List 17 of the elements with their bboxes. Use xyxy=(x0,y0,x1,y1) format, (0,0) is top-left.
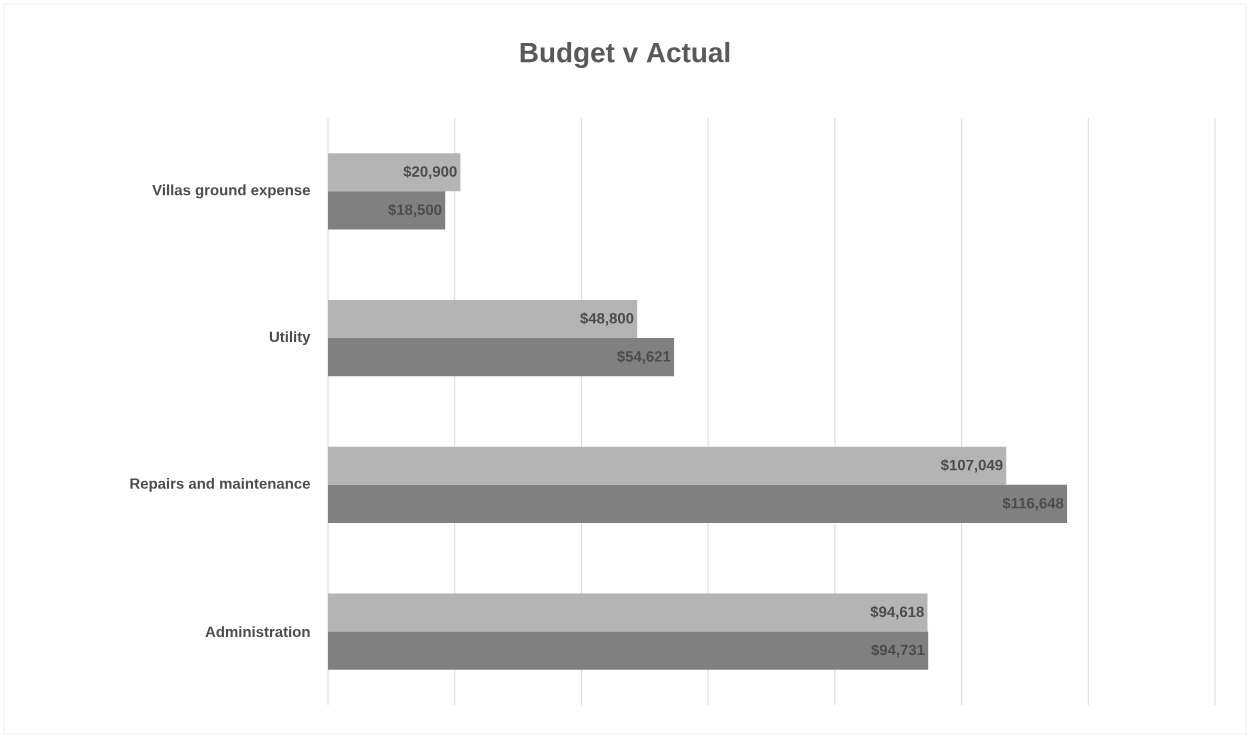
y-tick-label: Administration xyxy=(205,626,310,638)
bar xyxy=(328,484,1068,524)
bar xyxy=(328,338,675,377)
y-tick-label: Repairs and maintenance xyxy=(130,477,310,492)
bar xyxy=(328,299,638,339)
data-label: $107,049 xyxy=(940,459,1003,473)
data-label: $20,900 xyxy=(403,165,457,179)
data-label: $48,800 xyxy=(580,312,634,326)
y-tick-label: Villas ground expense xyxy=(152,184,310,199)
bar xyxy=(328,191,446,230)
bar xyxy=(328,153,461,192)
bar xyxy=(328,446,1007,485)
data-label: $94,618 xyxy=(870,605,924,620)
bar xyxy=(328,631,929,670)
y-tick-label: Utility xyxy=(269,331,311,346)
chart-title: Budget v Actual xyxy=(520,41,730,69)
bar xyxy=(328,593,928,632)
